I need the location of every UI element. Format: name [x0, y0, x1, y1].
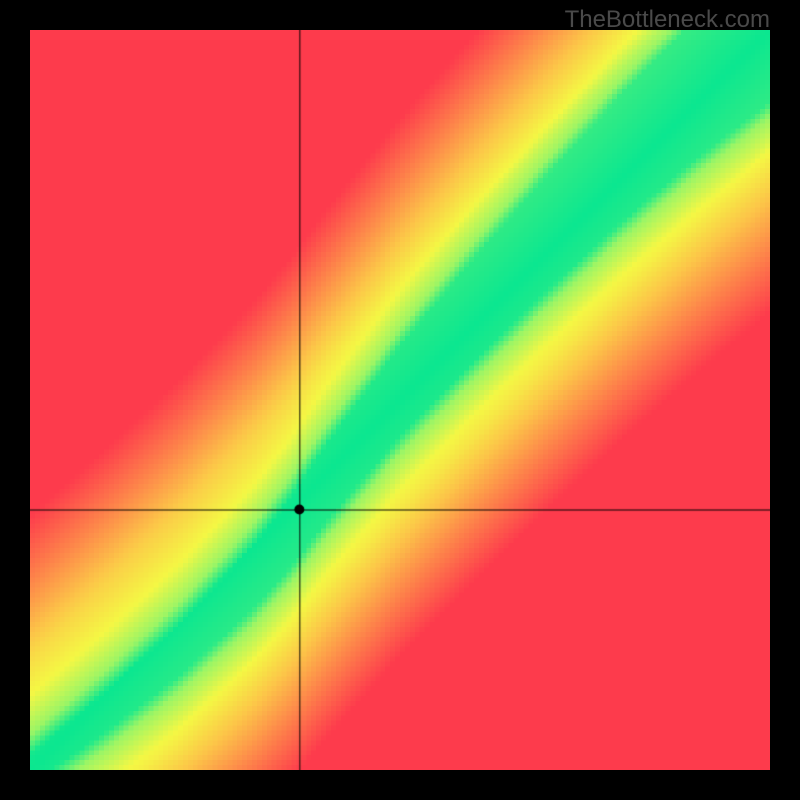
crosshair-overlay [30, 30, 770, 770]
heatmap-plot [30, 30, 770, 770]
watermark-text: TheBottleneck.com [565, 6, 770, 34]
chart-frame: TheBottleneck.com [0, 0, 800, 800]
